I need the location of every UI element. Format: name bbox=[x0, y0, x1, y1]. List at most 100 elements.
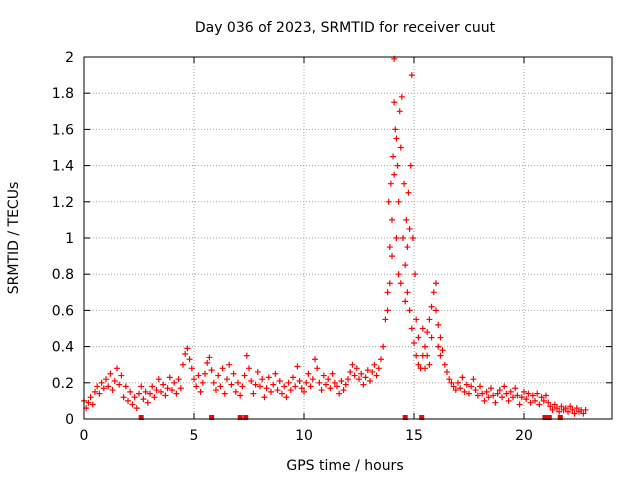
axis-ticks: 00.20.40.60.811.21.41.61.820 5 10 15 20 bbox=[52, 50, 612, 444]
data-point-zero bbox=[209, 415, 215, 420]
data-point bbox=[490, 392, 497, 399]
data-point bbox=[532, 397, 538, 404]
data-point bbox=[153, 387, 160, 394]
data-point bbox=[457, 385, 464, 392]
y-tick-label: 1.6 bbox=[52, 122, 74, 138]
x-tick-label: 15 bbox=[405, 428, 423, 444]
data-point bbox=[191, 376, 197, 383]
data-point bbox=[327, 385, 334, 392]
data-point bbox=[525, 390, 532, 397]
data-point bbox=[385, 198, 392, 205]
data-point bbox=[433, 280, 439, 287]
data-point bbox=[571, 410, 578, 417]
data-point bbox=[180, 361, 186, 368]
data-point bbox=[182, 350, 189, 357]
grid-lines bbox=[84, 57, 612, 419]
data-point bbox=[252, 381, 259, 388]
data-point bbox=[444, 368, 450, 375]
y-tick-label: 2 bbox=[65, 50, 74, 66]
data-point bbox=[103, 376, 109, 383]
y-tick-label: 0.6 bbox=[52, 303, 74, 319]
data-point-zero bbox=[542, 415, 548, 420]
data-point bbox=[378, 356, 384, 363]
data-point bbox=[237, 392, 244, 399]
data-point bbox=[529, 392, 536, 399]
data-point bbox=[422, 365, 428, 372]
data-point-zero bbox=[402, 415, 408, 420]
y-axis-label: SRMTID / TECUs bbox=[6, 182, 22, 295]
data-point bbox=[118, 372, 125, 379]
data-point bbox=[470, 376, 477, 383]
data-point bbox=[536, 401, 543, 408]
data-point bbox=[125, 397, 131, 404]
data-point bbox=[452, 387, 459, 394]
data-point bbox=[186, 356, 193, 363]
data-point bbox=[518, 394, 525, 401]
data-point bbox=[274, 387, 281, 394]
data-point bbox=[485, 394, 492, 401]
data-point bbox=[204, 359, 211, 366]
data-point bbox=[175, 376, 182, 383]
data-point bbox=[309, 376, 316, 383]
data-point bbox=[177, 385, 184, 392]
data-point bbox=[202, 370, 208, 377]
data-point bbox=[173, 390, 180, 397]
data-point bbox=[329, 370, 336, 377]
data-point bbox=[345, 376, 351, 383]
data-point bbox=[263, 385, 270, 392]
data-point bbox=[283, 394, 290, 401]
data-point bbox=[488, 385, 494, 392]
data-point bbox=[129, 401, 136, 408]
data-point bbox=[213, 387, 219, 394]
data-point-zero bbox=[243, 415, 249, 420]
data-point bbox=[479, 390, 486, 397]
data-point bbox=[472, 387, 479, 394]
data-point bbox=[367, 377, 373, 384]
data-point bbox=[483, 388, 490, 395]
data-point bbox=[158, 388, 164, 395]
data-point bbox=[384, 307, 391, 314]
data-point bbox=[412, 271, 419, 278]
data-point bbox=[364, 367, 371, 374]
data-point bbox=[468, 383, 475, 390]
data-point bbox=[391, 99, 398, 106]
data-point bbox=[389, 253, 395, 260]
data-point-zero bbox=[419, 415, 425, 420]
data-point bbox=[276, 377, 283, 384]
data-point bbox=[301, 388, 307, 395]
data-point bbox=[338, 377, 345, 384]
data-point bbox=[331, 379, 338, 386]
x-tick-label: 5 bbox=[190, 428, 199, 444]
data-point bbox=[439, 347, 446, 354]
data-point bbox=[435, 343, 442, 350]
data-point bbox=[296, 377, 303, 384]
data-point bbox=[217, 383, 224, 390]
data-point bbox=[312, 356, 318, 363]
data-point bbox=[92, 388, 98, 395]
data-point bbox=[391, 171, 398, 178]
data-point bbox=[545, 399, 552, 406]
data-point bbox=[582, 406, 589, 413]
data-point bbox=[287, 387, 294, 394]
data-point bbox=[441, 361, 448, 368]
data-point bbox=[279, 390, 285, 397]
data-point bbox=[375, 365, 382, 372]
data-point bbox=[342, 381, 349, 388]
data-point bbox=[208, 367, 215, 374]
data-point bbox=[254, 368, 261, 375]
x-tick-label: 10 bbox=[295, 428, 313, 444]
data-point bbox=[239, 383, 246, 390]
data-point bbox=[400, 235, 406, 241]
data-point bbox=[551, 401, 558, 408]
data-point bbox=[351, 372, 358, 379]
data-point bbox=[314, 365, 321, 372]
data-point bbox=[450, 383, 457, 390]
data-point bbox=[292, 383, 299, 390]
data-point bbox=[413, 316, 420, 323]
data-point bbox=[210, 379, 217, 386]
data-point bbox=[122, 383, 129, 390]
data-point bbox=[474, 392, 481, 399]
data-point bbox=[230, 370, 237, 377]
data-point bbox=[466, 390, 472, 397]
data-point bbox=[166, 374, 173, 381]
